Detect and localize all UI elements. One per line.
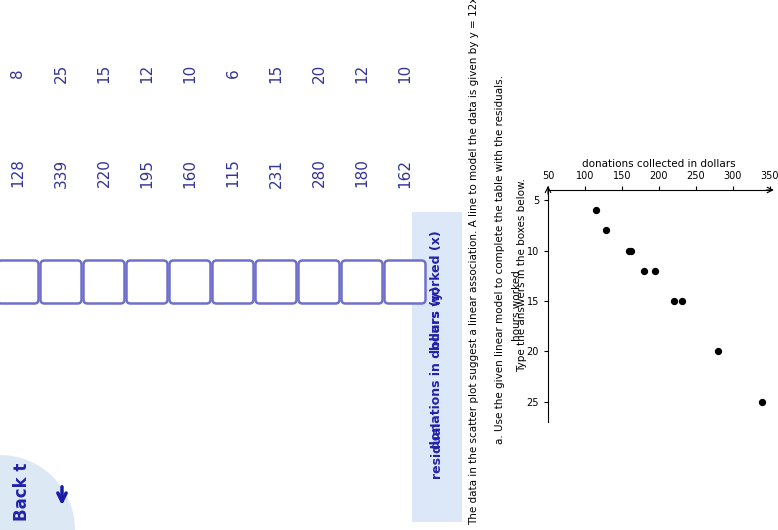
Point [649, 267, 661, 275]
Text: Back t: Back t [13, 463, 31, 521]
Point [668, 297, 680, 305]
Text: 195: 195 [139, 158, 155, 188]
Text: a. Use the given linear model to complete the table with the residuals.: a. Use the given linear model to complet… [495, 75, 505, 445]
Point [755, 398, 768, 406]
Text: 20: 20 [311, 64, 327, 83]
FancyBboxPatch shape [0, 261, 38, 304]
Text: 115: 115 [226, 158, 240, 188]
Text: 162: 162 [398, 158, 412, 188]
X-axis label: donations collected in dollars: donations collected in dollars [582, 159, 736, 169]
Y-axis label: hours worked: hours worked [512, 271, 522, 341]
FancyBboxPatch shape [342, 261, 383, 304]
Text: The data in the scatter plot suggest a linear association. A line to model the d: The data in the scatter plot suggest a l… [469, 0, 479, 525]
Text: 180: 180 [355, 158, 370, 188]
Text: 220: 220 [96, 158, 111, 188]
Text: donations in dollars (y): donations in dollars (y) [430, 286, 443, 448]
Text: 8: 8 [10, 68, 26, 78]
FancyBboxPatch shape [299, 261, 339, 304]
FancyBboxPatch shape [170, 261, 211, 304]
Text: 280: 280 [311, 158, 327, 188]
FancyBboxPatch shape [255, 261, 296, 304]
Text: 339: 339 [54, 158, 68, 188]
Point [676, 297, 689, 305]
Text: 25: 25 [54, 64, 68, 83]
Point [600, 226, 612, 235]
Text: 15: 15 [268, 64, 283, 83]
FancyBboxPatch shape [212, 261, 254, 304]
Text: 15: 15 [96, 64, 111, 83]
Point [625, 246, 637, 255]
Text: 6: 6 [226, 68, 240, 78]
Point [623, 246, 636, 255]
Point [590, 206, 602, 215]
Text: residual: residual [430, 422, 443, 478]
FancyBboxPatch shape [40, 261, 82, 304]
Text: 231: 231 [268, 158, 283, 188]
Point [638, 267, 650, 275]
Point [712, 347, 724, 356]
Text: 12: 12 [355, 64, 370, 83]
FancyBboxPatch shape [412, 212, 462, 522]
Text: 10: 10 [398, 64, 412, 83]
Text: 12: 12 [139, 64, 155, 83]
Text: 10: 10 [183, 64, 198, 83]
Text: hours worked (x): hours worked (x) [430, 230, 443, 350]
FancyBboxPatch shape [384, 261, 426, 304]
FancyBboxPatch shape [127, 261, 167, 304]
Text: 160: 160 [183, 158, 198, 188]
Text: Type the answers in the boxes below.: Type the answers in the boxes below. [517, 178, 527, 372]
Wedge shape [0, 455, 75, 530]
FancyBboxPatch shape [83, 261, 124, 304]
Text: 128: 128 [10, 158, 26, 188]
